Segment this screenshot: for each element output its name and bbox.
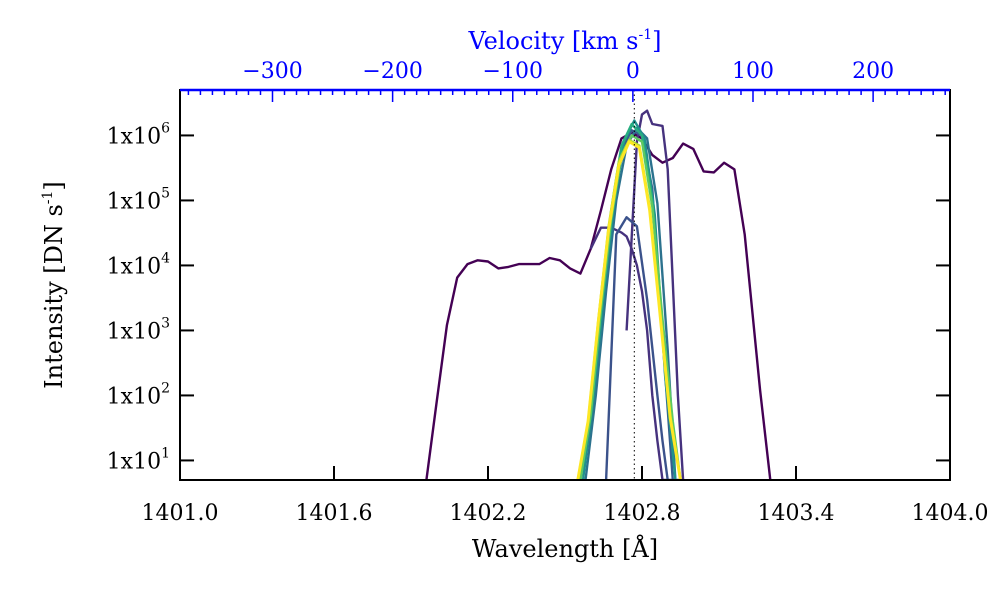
- x-tick-label: 1402.2: [450, 501, 527, 526]
- x-tick-label: 1401.0: [142, 501, 219, 526]
- y-axis-label-end: ]: [40, 181, 68, 190]
- top-tick-label: −200: [362, 59, 422, 84]
- top-tick-label: 100: [732, 59, 774, 84]
- x-axis-ticks: 1401.0 1401.6 1402.2 1402.8 1403.4 1404.0: [142, 466, 989, 526]
- top-axis-label-main: Velocity [km s: [467, 27, 638, 55]
- top-axis-label: Velocity [km s-1]: [467, 27, 661, 55]
- y-tick-label: 1x105: [107, 185, 170, 214]
- x-axis-label: Wavelength [Å]: [472, 534, 658, 563]
- series-profile-d: [604, 216, 669, 480]
- series-profile-k: [576, 140, 682, 480]
- x-tick-label: 1402.8: [604, 501, 681, 526]
- series-profile-i: [579, 134, 682, 480]
- y-tick-label: 1x104: [107, 250, 170, 279]
- y-tick-label: 1x102: [107, 380, 170, 409]
- plot-frame: [179, 89, 951, 481]
- y-tick-label: 1x106: [107, 120, 170, 149]
- top-tick-label: −100: [483, 59, 543, 84]
- series-layer: [425, 109, 772, 480]
- top-tick-label: 0: [626, 59, 640, 84]
- y-tick-label: 1x101: [107, 445, 170, 474]
- x-tick-label: 1404.0: [912, 501, 989, 526]
- y-axis-label-main: Intensity [DN s: [40, 204, 68, 389]
- x-tick-label: 1403.4: [758, 501, 835, 526]
- top-axis-ticks: −300 −200 −100 0 100 200: [187, 59, 946, 102]
- x-tick-label: 1401.6: [296, 501, 373, 526]
- top-tick-label: 200: [852, 59, 894, 84]
- top-tick-label: −300: [242, 59, 302, 84]
- top-axis-label-sup: -1: [639, 27, 653, 43]
- y-axis-ticks: 1x101 1x102 1x103 1x104 1x105 1x106: [107, 120, 950, 474]
- y-axis-label: Intensity [DN s-1]: [40, 181, 68, 389]
- top-axis-label-end: ]: [652, 27, 661, 55]
- series-broad-profile: [425, 131, 772, 480]
- y-tick-label: 1x103: [107, 315, 170, 344]
- y-axis-label-sup: -1: [40, 191, 56, 205]
